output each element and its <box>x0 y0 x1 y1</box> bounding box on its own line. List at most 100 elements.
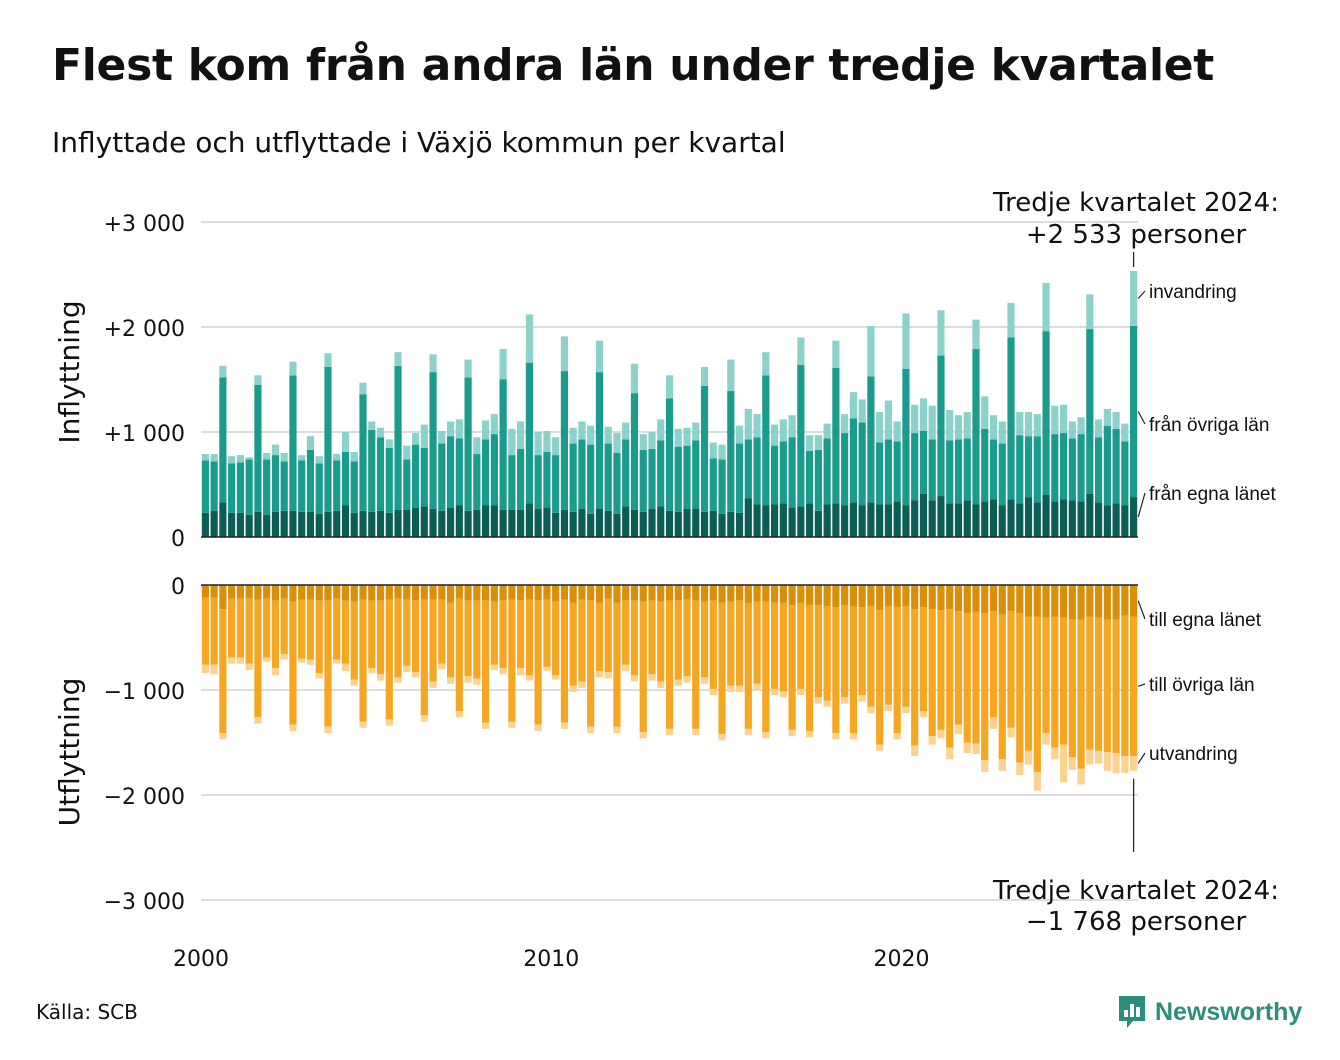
bar-out-segment <box>823 585 831 606</box>
bar-out-segment <box>779 602 787 692</box>
bar-out-segment <box>797 602 805 689</box>
bar-out-segment <box>455 585 463 599</box>
bar-in-segment <box>911 433 919 501</box>
bar-in-segment <box>315 456 323 464</box>
bar-out-segment <box>613 602 621 727</box>
bar-out-segment <box>753 683 761 690</box>
bar-in-segment <box>1121 423 1129 442</box>
bar-out-segment <box>482 585 490 601</box>
bar-in-segment <box>630 509 639 537</box>
bar-out-segment <box>911 609 919 746</box>
bar-in-segment <box>1024 497 1033 537</box>
bar-out-segment <box>438 585 446 600</box>
bar-out-segment <box>552 675 560 680</box>
bar-in-segment <box>1130 325 1138 498</box>
bar-in-segment <box>1024 436 1033 498</box>
series-label-out: till egna länet <box>1149 610 1262 631</box>
bar-in-segment <box>464 510 472 537</box>
bar-out-segment <box>560 599 569 723</box>
bar-in-segment <box>832 367 840 504</box>
bar-out-segment <box>779 585 787 603</box>
bar-in-segment <box>779 441 787 504</box>
bar-in-segment <box>937 496 945 537</box>
bar-in-segment <box>963 500 971 537</box>
bar-in-segment <box>867 502 875 537</box>
bar-out-segment <box>403 599 411 666</box>
bar-out-segment <box>350 585 358 602</box>
bar-out-segment <box>245 663 253 671</box>
bar-in-segment <box>841 505 849 537</box>
bar-in-segment <box>1059 499 1068 537</box>
utflyttning-bars <box>201 585 1138 791</box>
bar-in-segment <box>700 511 709 537</box>
bar-out-segment <box>1095 617 1103 751</box>
bar-in-segment <box>263 453 271 460</box>
y-axis-title-utflyttning: Utflyttning <box>53 678 86 827</box>
bar-in-segment <box>446 507 455 537</box>
bar-in-segment <box>884 439 893 505</box>
bar-in-segment <box>814 435 822 450</box>
bar-in-segment <box>385 439 393 448</box>
bar-in-segment <box>289 361 297 376</box>
bar-in-segment <box>806 450 814 504</box>
bar-in-segment <box>376 510 385 537</box>
bar-in-segment <box>1077 501 1085 537</box>
y-tick-label: 0 <box>171 575 185 600</box>
series-label-out: till övriga län <box>1149 675 1255 696</box>
bar-in-segment <box>350 451 358 462</box>
bar-out-segment <box>700 601 709 678</box>
bar-in-segment <box>1051 501 1059 537</box>
bar-out-segment <box>753 601 761 684</box>
bar-out-segment <box>1033 585 1041 617</box>
bar-out-segment <box>665 600 674 729</box>
series-label-out: utvandring <box>1149 744 1238 765</box>
bar-in-segment <box>219 502 227 537</box>
bar-out-segment <box>499 667 507 675</box>
bar-in-segment <box>394 365 402 510</box>
bar-in-segment <box>648 432 656 449</box>
bar-out-segment <box>718 734 726 741</box>
bar-out-segment <box>420 599 428 716</box>
bar-in-segment <box>403 509 411 537</box>
bar-in-segment <box>534 432 542 456</box>
bar-in-segment <box>762 505 770 537</box>
bar-out-segment <box>849 733 857 740</box>
series-leader <box>1137 752 1146 764</box>
bar-out-segment <box>692 600 700 729</box>
chart-svg: 0 +1 000 +2 000 +3 000 0 −1 000 −2 000 −3 000 In… <box>53 188 1279 972</box>
bar-in-segment <box>333 510 341 537</box>
bar-in-segment <box>490 505 498 537</box>
series-label-in: invandring <box>1149 282 1237 303</box>
bar-in-segment <box>928 405 936 440</box>
bar-in-segment <box>788 415 796 438</box>
bar-in-segment <box>788 437 796 508</box>
bar-out-segment <box>1051 747 1059 760</box>
bar-in-segment <box>622 506 630 537</box>
bar-out-segment <box>902 585 910 606</box>
bar-in-segment <box>692 508 700 537</box>
bar-out-segment <box>806 730 814 738</box>
bar-out-segment <box>692 585 700 601</box>
bar-out-segment <box>1068 757 1076 770</box>
bar-in-segment <box>709 458 717 511</box>
bar-out-segment <box>1068 619 1076 758</box>
bar-in-segment <box>613 433 621 453</box>
bar-in-segment <box>1068 438 1076 501</box>
bar-out-segment <box>919 607 928 711</box>
bar-in-segment <box>884 504 893 537</box>
bar-in-segment <box>403 459 411 510</box>
newsworthy-logo[interactable]: Newsworthy <box>1117 994 1302 1030</box>
bar-in-segment <box>552 437 560 456</box>
bar-in-segment <box>1077 434 1085 502</box>
bar-in-segment <box>368 511 376 537</box>
bar-in-segment <box>770 424 779 446</box>
bar-out-segment <box>403 665 411 673</box>
bar-in-segment <box>814 449 822 511</box>
bar-in-segment <box>744 439 752 499</box>
bar-out-segment <box>770 688 779 696</box>
bar-out-segment <box>359 599 367 722</box>
bar-in-segment <box>341 432 350 452</box>
bar-out-segment <box>254 585 262 600</box>
bar-out-segment <box>324 585 332 601</box>
bar-out-segment <box>797 585 805 603</box>
